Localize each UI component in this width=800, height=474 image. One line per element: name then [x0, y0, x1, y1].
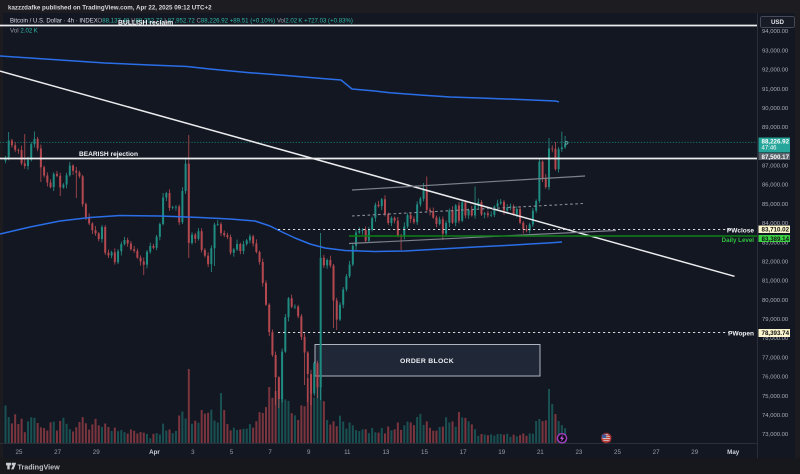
svg-text:91,000.00: 91,000.00: [762, 87, 789, 93]
svg-text:17: 17: [460, 449, 467, 456]
svg-text:Daily Level: Daily Level: [722, 237, 755, 244]
svg-text:May: May: [727, 449, 740, 456]
svg-text:Vol 2.02 K: Vol 2.02 K: [10, 27, 39, 34]
svg-text:82,000.00: 82,000.00: [762, 260, 789, 266]
svg-text:81,000.00: 81,000.00: [762, 279, 789, 285]
svg-text:9: 9: [307, 449, 311, 456]
svg-text:11: 11: [344, 449, 351, 456]
svg-text:94,000.00: 94,000.00: [762, 29, 789, 35]
svg-text:93,000.00: 93,000.00: [762, 48, 789, 54]
svg-text:25: 25: [16, 449, 23, 456]
svg-text:77,000.00: 77,000.00: [762, 355, 789, 361]
svg-text:Apr: Apr: [149, 449, 160, 456]
svg-text:PWclose: PWclose: [727, 227, 754, 234]
svg-text:78,000.00: 78,000.00: [762, 336, 789, 342]
svg-text:13: 13: [382, 449, 389, 456]
svg-text:74,000.00: 74,000.00: [762, 413, 789, 419]
svg-text:83,389.14: 83,389.14: [762, 236, 790, 243]
svg-text:83,000.00: 83,000.00: [762, 240, 789, 246]
svg-text:ORDER BLOCK: ORDER BLOCK: [400, 358, 454, 365]
svg-text:3: 3: [191, 449, 195, 456]
svg-text:84,000.00: 84,000.00: [762, 221, 789, 227]
svg-text:29: 29: [691, 449, 698, 456]
svg-text:TradingView: TradingView: [18, 462, 61, 471]
svg-text:27: 27: [54, 449, 61, 456]
svg-text:75,000.00: 75,000.00: [762, 394, 789, 400]
svg-text:89,000.00: 89,000.00: [762, 125, 789, 131]
svg-text:kazzzdafke published on Tradin: kazzzdafke published on TradingView.com,…: [8, 4, 212, 11]
svg-text:79,000.00: 79,000.00: [762, 317, 789, 323]
svg-text:15: 15: [421, 449, 428, 456]
svg-text:47:46: 47:46: [762, 146, 778, 152]
svg-text:BEARISH rejection: BEARISH rejection: [79, 151, 138, 158]
svg-text:83,710.02: 83,710.02: [762, 226, 790, 233]
svg-text:80,000.00: 80,000.00: [762, 298, 789, 304]
svg-text:86,000.00: 86,000.00: [762, 183, 789, 189]
svg-text:19: 19: [498, 449, 505, 456]
svg-text:25: 25: [614, 449, 621, 456]
svg-text:5: 5: [230, 449, 234, 456]
svg-text:USD: USD: [771, 19, 785, 26]
svg-text:92,000.00: 92,000.00: [762, 68, 789, 74]
svg-text:76,000.00: 76,000.00: [762, 375, 789, 381]
svg-text:87,000.00: 87,000.00: [762, 164, 789, 170]
svg-text:85,000.00: 85,000.00: [762, 202, 789, 208]
svg-text:O88,137.48 H88,352.72 L87,952.: O88,137.48 H88,352.72 L87,952.72 C88,226…: [98, 18, 353, 25]
svg-text:29: 29: [93, 449, 100, 456]
svg-text:27: 27: [653, 449, 660, 456]
svg-text:PWopen: PWopen: [728, 330, 754, 337]
svg-text:7: 7: [268, 449, 272, 456]
svg-text:Bitcoin / U.S. Dollar · 4h · I: Bitcoin / U.S. Dollar · 4h · INDEX: [10, 19, 98, 25]
svg-text:87,500.17: 87,500.17: [762, 154, 790, 161]
svg-text:90,000.00: 90,000.00: [762, 106, 789, 112]
svg-text:78,393.74: 78,393.74: [762, 330, 790, 337]
svg-text:23: 23: [575, 449, 582, 456]
svg-text:73,000.00: 73,000.00: [762, 432, 789, 438]
svg-text:BULLISH reclaim: BULLISH reclaim: [118, 19, 173, 26]
svg-text:88,226.92: 88,226.92: [762, 138, 790, 145]
svg-text:21: 21: [537, 449, 544, 456]
